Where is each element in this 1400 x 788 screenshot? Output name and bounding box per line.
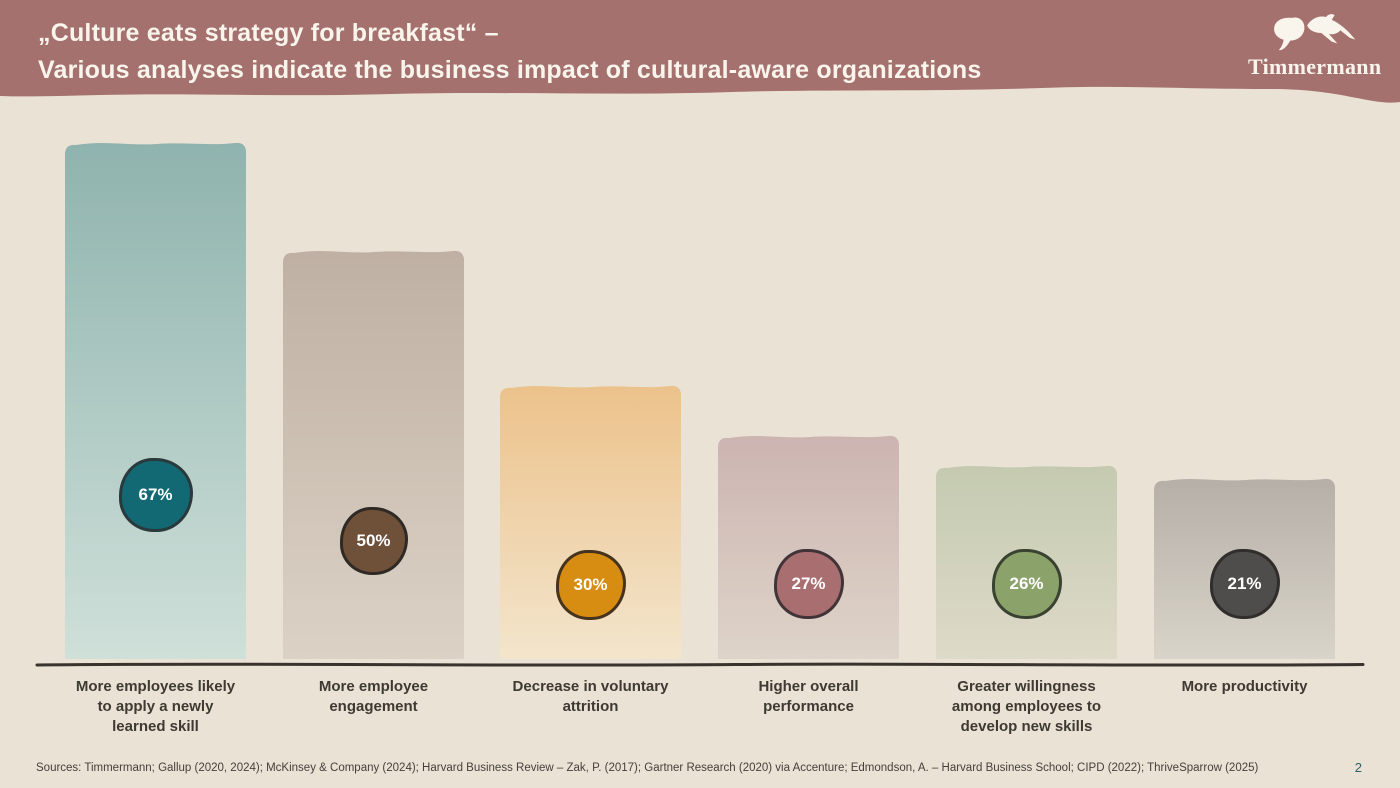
value-badge-6: 21% — [1209, 549, 1280, 619]
category-label-5: Greater willingness among employees to d… — [951, 678, 1102, 735]
bar-shape — [65, 142, 246, 659]
value-badge-4: 27% — [773, 549, 844, 619]
bar-2: 50% — [283, 245, 464, 659]
value-badge-3: 30% — [555, 550, 626, 620]
value-badge-1: 67% — [118, 458, 193, 532]
cheetah-icon — [1274, 14, 1356, 51]
value-label: 30% — [573, 575, 608, 594]
value-badge-2: 50% — [339, 507, 408, 575]
header-band-shape — [0, 0, 1400, 103]
category-label-3: Decrease in voluntary attrition — [512, 678, 669, 715]
bar-5: 26% — [936, 460, 1117, 659]
bar-shape — [718, 435, 899, 659]
value-label: 26% — [1009, 574, 1044, 593]
category-label-6: More productivity — [1181, 678, 1308, 695]
bar-1: 67% — [65, 137, 246, 659]
logo-wordmark: Timmermann — [1248, 54, 1382, 79]
header-band: „Culture eats strategy for breakfast“ – … — [0, 0, 1400, 110]
value-label: 50% — [356, 531, 391, 550]
bar-4: 27% — [718, 430, 899, 659]
bar-shape — [500, 385, 681, 659]
bar-6: 21% — [1154, 473, 1335, 659]
value-label: 27% — [791, 574, 826, 593]
category-label-1: More employees likely to apply a newly l… — [75, 678, 236, 735]
value-label: 67% — [138, 485, 173, 504]
value-label: 21% — [1227, 574, 1262, 593]
bar-3: 30% — [500, 380, 681, 659]
title-line-2: Various analyses indicate the business i… — [38, 56, 982, 84]
value-badge-5: 26% — [991, 549, 1062, 619]
bar-shape — [283, 250, 464, 659]
category-label-4: Higher overall performance — [758, 678, 859, 715]
page-number: 2 — [1354, 760, 1362, 775]
slide-title: „Culture eats strategy for breakfast“ – … — [38, 15, 981, 89]
x-axis-line — [35, 662, 1365, 667]
category-label-2: More employee engagement — [318, 678, 429, 715]
sources-text: Sources: Timmermann; Gallup (2020, 2024)… — [36, 762, 1259, 774]
timmermann-logo: Timmermann — [1248, 12, 1382, 80]
title-line-1: „Culture eats strategy for breakfast“ – — [38, 19, 499, 47]
